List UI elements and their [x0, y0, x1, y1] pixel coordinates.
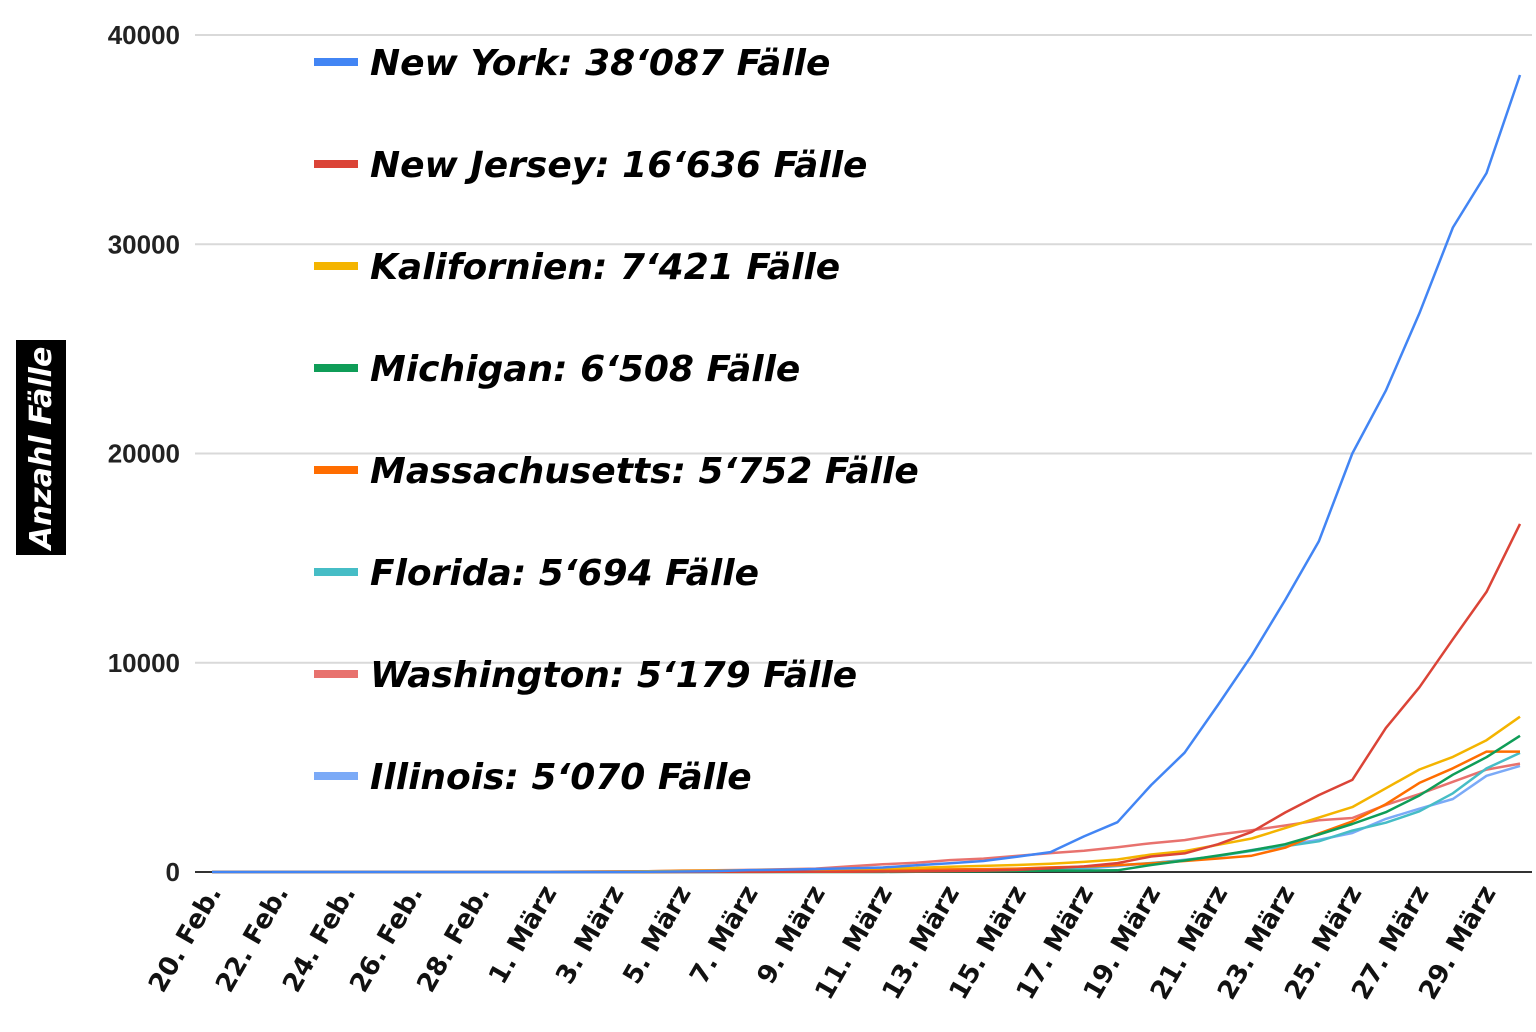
legend-swatch — [314, 568, 358, 576]
legend-entry: Washington: 5‘179 Fälle — [370, 655, 857, 696]
y-axis-label: Anzahl Fälle — [16, 340, 66, 555]
series-lines — [212, 74, 1522, 874]
gridlines — [195, 34, 1532, 664]
y-tick-label: 0 — [166, 857, 180, 887]
legend-swatch — [314, 262, 358, 270]
legend-swatch — [314, 58, 358, 66]
legend-swatch — [314, 160, 358, 168]
legend-entry: Kalifornien: 7‘421 Fälle — [370, 247, 840, 288]
x-axis-ticks: 20. Feb.22. Feb.24. Feb.26. Feb.28. Feb.… — [143, 881, 1502, 1006]
legend-swatch — [314, 772, 358, 780]
y-axis-label-text: Anzahl Fälle — [24, 347, 59, 552]
y-axis-label-box — [16, 340, 66, 555]
legend: New York: 38‘087 Fälle New Jersey: 16‘636… — [314, 43, 919, 798]
legend-entry: New York: 38‘087 Fälle — [370, 43, 830, 84]
legend-entry: Massachusetts: 5‘752 Fälle — [370, 451, 919, 492]
legend-entry: Florida: 5‘694 Fälle — [370, 553, 759, 594]
legend-entry: Michigan: 6‘508 Fälle — [370, 349, 800, 390]
series-line — [212, 74, 1522, 874]
y-tick-label: 10000 — [108, 648, 180, 678]
legend-swatch — [314, 670, 358, 678]
y-axis-ticks: 0 10000 20000 30000 40000 — [108, 20, 180, 887]
y-tick-label: 40000 — [108, 20, 180, 50]
legend-entry: New Jersey: 16‘636 Fälle — [370, 145, 867, 186]
legend-swatch — [314, 364, 358, 372]
y-tick-label: 20000 — [108, 439, 180, 469]
legend-swatch — [314, 466, 358, 474]
y-tick-label: 30000 — [108, 229, 180, 259]
legend-entry: Illinois: 5‘070 Fälle — [370, 757, 752, 798]
